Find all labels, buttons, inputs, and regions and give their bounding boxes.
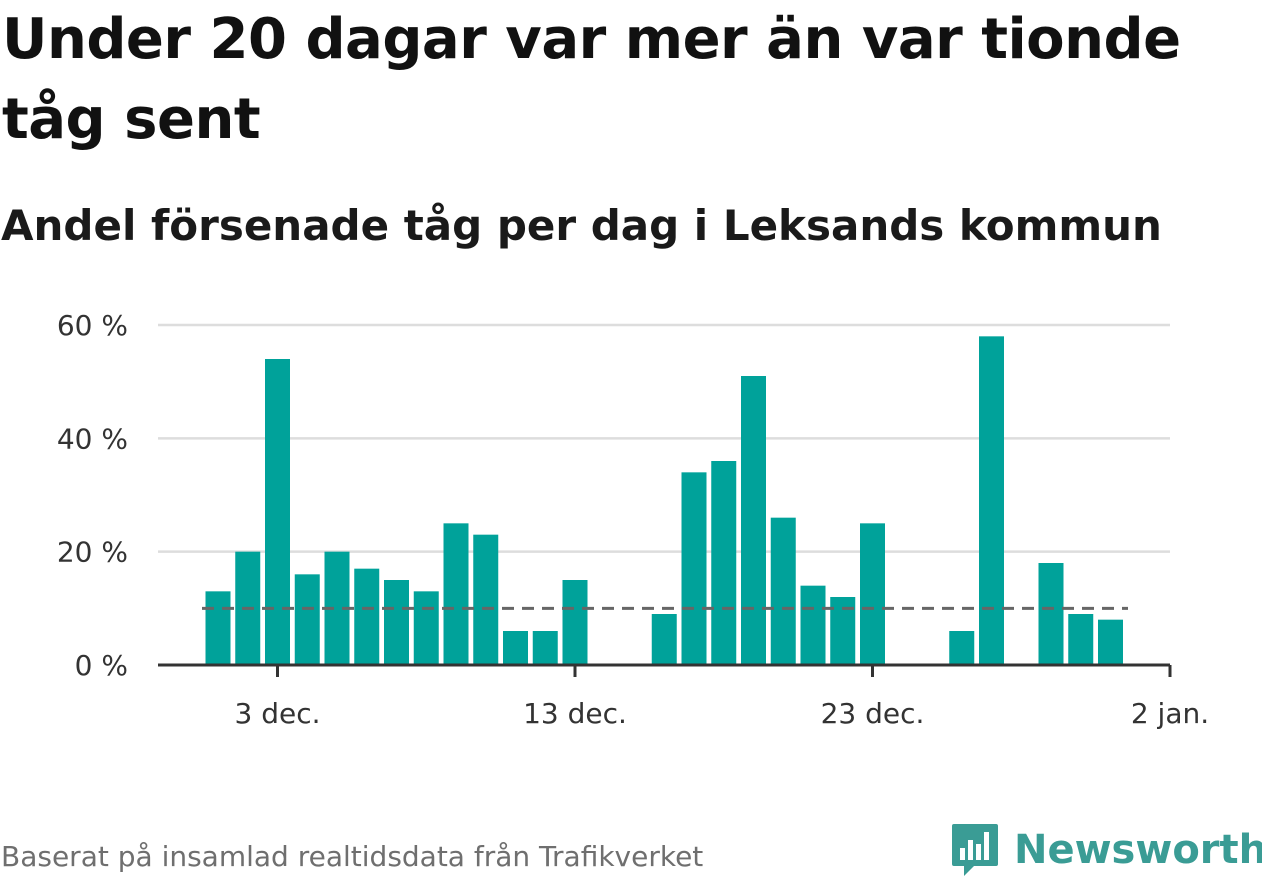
bar: 4 dec.: 16 % <box>294 574 320 665</box>
y-axis-ticks: 0 % 20 % 40 % 60 % <box>57 309 128 682</box>
bar: 29 dec.: 18 % <box>1038 563 1064 665</box>
bar-chart: 0 % 20 % 40 % 60 % 1 dec.: 13 %2 dec.: 20 %… <box>57 309 1209 730</box>
bar: 20 dec.: 26 % <box>770 517 796 665</box>
bar: 9 dec.: 25 % <box>443 523 469 665</box>
bar: 7 dec.: 15 % <box>384 580 409 665</box>
bar: 11 dec.: 6 % <box>503 631 528 665</box>
bar: 8 dec.: 13 % <box>413 591 439 665</box>
bar: 6 dec.: 17 % <box>354 568 380 665</box>
bar: 21 dec.: 14 % <box>800 585 826 665</box>
bar: 16 dec.: 9 % <box>651 614 677 665</box>
y-tick-label: 0 % <box>75 649 128 682</box>
x-tick-label: 23 dec. <box>821 697 925 730</box>
x-tick-label: 3 dec. <box>234 697 320 730</box>
bar: 12 dec.: 6 % <box>532 631 558 665</box>
bar-chart-speech-bubble-icon <box>952 824 998 876</box>
bar: 18 dec.: 36 % <box>711 461 737 665</box>
bar: 31 dec.: 8 % <box>1098 619 1123 665</box>
bar: 13 dec.: 15 % <box>562 580 588 665</box>
bar: 27 dec.: 58 % <box>979 336 1004 665</box>
bar: 17 dec.: 34 % <box>681 472 707 665</box>
bar: 26 dec.: 6 % <box>949 631 975 665</box>
bar: 3 dec.: 54 % <box>265 359 290 665</box>
y-tick-label: 20 % <box>57 536 128 569</box>
chart-subtitle: Andel försenade tåg per dag i Leksands k… <box>1 201 1162 250</box>
y-tick-label: 60 % <box>57 309 128 342</box>
x-tick-label: 13 dec. <box>523 697 627 730</box>
x-axis-ticks: 3 dec. 13 dec. 23 dec. 2 jan. <box>234 665 1209 730</box>
bar: 30 dec.: 9 % <box>1068 614 1094 665</box>
bar: 19 dec.: 51 % <box>741 376 766 665</box>
bars: 1 dec.: 13 %2 dec.: 20 %3 dec.: 54 %4 de… <box>205 336 1123 665</box>
bar: 10 dec.: 23 % <box>473 534 499 665</box>
x-tick-label: 2 jan. <box>1131 697 1209 730</box>
bar: 1 dec.: 13 % <box>205 591 231 665</box>
chart-title: Under 20 dagar var mer än var tionde tåg… <box>2 7 1181 152</box>
gridlines <box>158 323 1170 553</box>
y-tick-label: 40 % <box>57 422 128 455</box>
brand-name: Newsworthy <box>1014 827 1262 873</box>
source-note: Baserat på insamlad realtidsdata från Tr… <box>1 840 704 873</box>
brand-logo: Newsworthy <box>950 820 1262 880</box>
bar: 23 dec.: 25 % <box>860 523 885 665</box>
